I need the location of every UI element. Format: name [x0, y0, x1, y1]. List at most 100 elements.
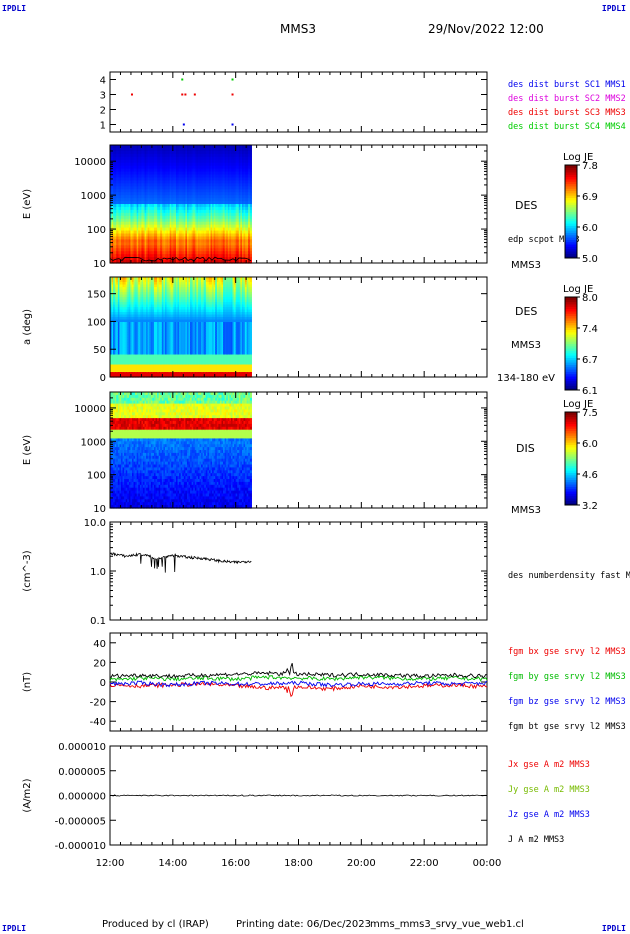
- spectrogram-cell-1: [197, 233, 201, 238]
- spectrogram-cell-1: [149, 206, 152, 211]
- spectrogram-cell-2: [111, 289, 114, 293]
- spectrogram-cell-1: [144, 218, 147, 223]
- spectrogram-cell-1: [248, 204, 251, 208]
- spectrogram-cell-1: [147, 230, 150, 235]
- spectrogram-cell-1: [119, 239, 122, 243]
- spectrogram-cell-1: [235, 204, 238, 208]
- spectrogram-cell-2: [150, 324, 154, 328]
- colorbar-cell-1: [565, 171, 577, 175]
- spectrogram-cell-1: [224, 233, 227, 238]
- spectrogram-cell-1: [207, 236, 210, 240]
- spectrogram-cell-1: [157, 186, 160, 190]
- spectrogram-cell-1: [238, 227, 241, 232]
- spectrogram-cell-1: [210, 260, 213, 264]
- spectrogram-cell-1: [196, 177, 199, 181]
- spectrogram-cell-1: [146, 168, 149, 173]
- spectrogram-cell-1: [128, 257, 132, 261]
- spectrogram-cell-1: [219, 212, 223, 217]
- spectrogram-cell-1: [161, 204, 165, 208]
- spectrogram-cell-1: [186, 206, 190, 211]
- spectrogram-cell-1: [153, 145, 157, 149]
- spectrogram-cell-1: [210, 230, 213, 235]
- spectrogram-cell-1: [135, 239, 138, 243]
- spectrogram-cell-1: [138, 251, 141, 255]
- spectrogram-cell-1: [116, 209, 119, 214]
- spectrogram-cell-1: [131, 204, 135, 208]
- spectrogram-cell-1: [127, 183, 130, 187]
- spectrogram-cell-1: [146, 156, 149, 161]
- spectrogram-cell-1: [158, 159, 161, 164]
- spectrogram-cell-1: [169, 236, 172, 240]
- spectrogram-cell-1: [147, 159, 150, 164]
- spectrogram-cell-2: [144, 342, 147, 346]
- spectrogram-cell-1: [205, 183, 208, 187]
- spectrogram-cell-1: [155, 254, 158, 258]
- spectrogram-cell-2: [114, 299, 117, 303]
- spectrogram-cell-1: [182, 242, 185, 246]
- spectrogram-cell-1: [241, 209, 245, 214]
- spectrogram-cell-1: [146, 230, 149, 235]
- spectrogram-cell-1: [235, 224, 238, 229]
- spectrogram-cell-2: [120, 284, 124, 288]
- spectrogram-cell-1: [191, 189, 194, 193]
- spectrogram-cell-1: [237, 233, 240, 238]
- spectrogram-cell-1: [218, 145, 221, 149]
- spectrogram-cell-1: [185, 159, 188, 164]
- spectrogram-cell-1: [135, 212, 138, 217]
- spectrogram-cell-1: [160, 209, 163, 214]
- spectrogram-cell-1: [161, 145, 165, 149]
- spectrogram-cell-1: [142, 227, 146, 232]
- spectrogram-cell-1: [230, 221, 234, 226]
- spectrogram-cell-1: [190, 215, 193, 220]
- spectrogram-cell-1: [210, 147, 213, 152]
- spectrogram-cell-1: [142, 168, 146, 173]
- spectrogram-cell-1: [201, 171, 204, 176]
- spectrogram-cell-1: [188, 245, 191, 249]
- spectrogram-cell-1: [146, 189, 149, 193]
- spectrogram-cell-1: [235, 212, 238, 217]
- spectrogram-cell-1: [227, 189, 230, 193]
- spectrogram-cell-1: [120, 147, 124, 152]
- spectrogram-cell-2: [135, 372, 138, 376]
- spectrogram-cell-1: [175, 245, 179, 249]
- spectrogram-cell-1: [180, 183, 183, 187]
- spectrogram-cell-1: [122, 212, 125, 217]
- spectrogram-cell-1: [120, 189, 124, 193]
- spectrogram-cell-1: [157, 233, 160, 238]
- spectrogram-cell-1: [147, 168, 150, 173]
- spectrogram-cell-2: [110, 364, 113, 368]
- spectrogram-cell-1: [153, 171, 157, 176]
- spectrogram-cell-1: [179, 248, 182, 252]
- spectrogram-cell-1: [190, 224, 193, 229]
- spectrogram-cell-1: [124, 153, 127, 158]
- spectrogram-cell-1: [193, 215, 196, 220]
- spectrogram-cell-1: [169, 254, 172, 258]
- spectrogram-cell-1: [202, 153, 205, 158]
- spectrogram-cell-1: [240, 204, 243, 208]
- spectrogram-cell-1: [223, 153, 226, 158]
- spectrogram-cell-1: [155, 186, 158, 190]
- spectrogram-cell-1: [194, 145, 197, 149]
- spectrogram-cell-1: [153, 230, 157, 235]
- spectrogram-cell-1: [229, 150, 232, 155]
- spectrogram-cell-1: [164, 168, 168, 173]
- spectrogram-cell-1: [169, 245, 172, 249]
- spectrogram-cell-1: [131, 165, 135, 170]
- spectrogram-cell-1: [229, 224, 232, 229]
- spectrogram-cell-2: [122, 359, 125, 363]
- spectrogram-cell-1: [122, 201, 125, 205]
- spectrogram-cell-1: [174, 198, 177, 202]
- spectrogram-cell-1: [110, 150, 113, 155]
- spectrogram-cell-1: [241, 206, 245, 211]
- spectrogram-cell-1: [147, 201, 150, 205]
- spectrogram-cell-1: [158, 224, 161, 229]
- spectrogram-cell-2: [116, 354, 119, 358]
- spectrogram-cell-1: [168, 150, 171, 155]
- spectrogram-cell-2: [120, 329, 124, 333]
- spectrogram-cell-1: [213, 201, 216, 205]
- spectrogram-cell-1: [158, 233, 161, 238]
- spectrogram-cell-2: [142, 324, 146, 328]
- spectrogram-cell-1: [169, 221, 172, 226]
- spectrogram-cell-1: [221, 162, 224, 167]
- spectrogram-cell-1: [116, 162, 119, 167]
